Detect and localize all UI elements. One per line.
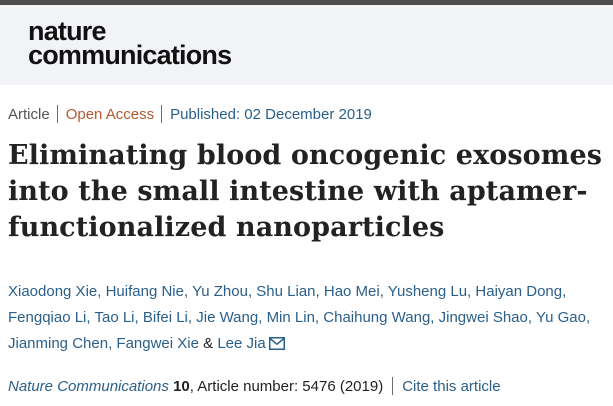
top-bar (0, 0, 613, 5)
meta-divider (161, 105, 163, 123)
citation-divider (392, 377, 394, 395)
published-date: Published: 02 December 2019 (170, 106, 372, 123)
author-list: Xiaodong Xie, Huifang Nie, Yu Zhou, Shu … (8, 283, 591, 352)
title-line-2: into the small intestine with aptamer- (8, 176, 588, 207)
logo-line-1: nature (28, 16, 107, 46)
logo-line-2: communications (28, 40, 232, 70)
envelope-icon[interactable] (268, 337, 285, 350)
author-link[interactable]: Haiyan Dong (475, 283, 563, 300)
author-link[interactable]: Yu Zhou (192, 283, 248, 300)
citation-line: Nature Communications 10, Article number… (8, 377, 501, 397)
article-meta: Article Open Access Published: 02 December… (8, 105, 372, 125)
author-link[interactable]: Fengqiao Li (8, 309, 87, 326)
nature-communications-logo[interactable]: nature communications (28, 16, 232, 70)
author-conjunction: & (203, 335, 214, 352)
author-link[interactable]: Jianming Chen (8, 335, 109, 352)
article-type: Article (8, 106, 50, 123)
corresponding-author-link[interactable]: Lee Jia (217, 335, 266, 352)
title-line-1: Eliminating blood oncogenic exosomes (8, 140, 603, 171)
author-link[interactable]: Hao Mei (323, 283, 380, 300)
author-link[interactable]: Yu Gao (535, 309, 586, 326)
cite-this-article-link[interactable]: Cite this article (402, 378, 501, 395)
title-line-3: functionalized nanoparticles (8, 212, 445, 243)
article-number: , Article number: 5476 (2019) (189, 378, 384, 395)
author-link[interactable]: Shu Lian (256, 283, 316, 300)
author-link[interactable]: Yusheng Lu (387, 283, 468, 300)
author-link[interactable]: Bifei Li (142, 309, 188, 326)
article-title: Eliminating blood oncogenic exosomes int… (8, 138, 608, 246)
author-link[interactable]: Chaihung Wang (323, 309, 431, 326)
open-access-label: Open Access (65, 106, 155, 123)
author-link[interactable]: Tao Li (94, 309, 135, 326)
author-link[interactable]: Huifang Nie (105, 283, 184, 300)
author-link[interactable]: Jingwei Shao (438, 309, 528, 326)
author-link[interactable]: Fangwei Xie (116, 335, 199, 352)
meta-divider (56, 105, 58, 123)
author-link[interactable]: Min Lin (266, 309, 315, 326)
site-header: nature communications (0, 5, 613, 85)
author-link[interactable]: Jie Wang (196, 309, 259, 326)
volume-number: 10 (173, 378, 190, 395)
journal-name-link[interactable]: Nature Communications (8, 378, 169, 395)
author-link[interactable]: Xiaodong Xie (8, 283, 98, 300)
